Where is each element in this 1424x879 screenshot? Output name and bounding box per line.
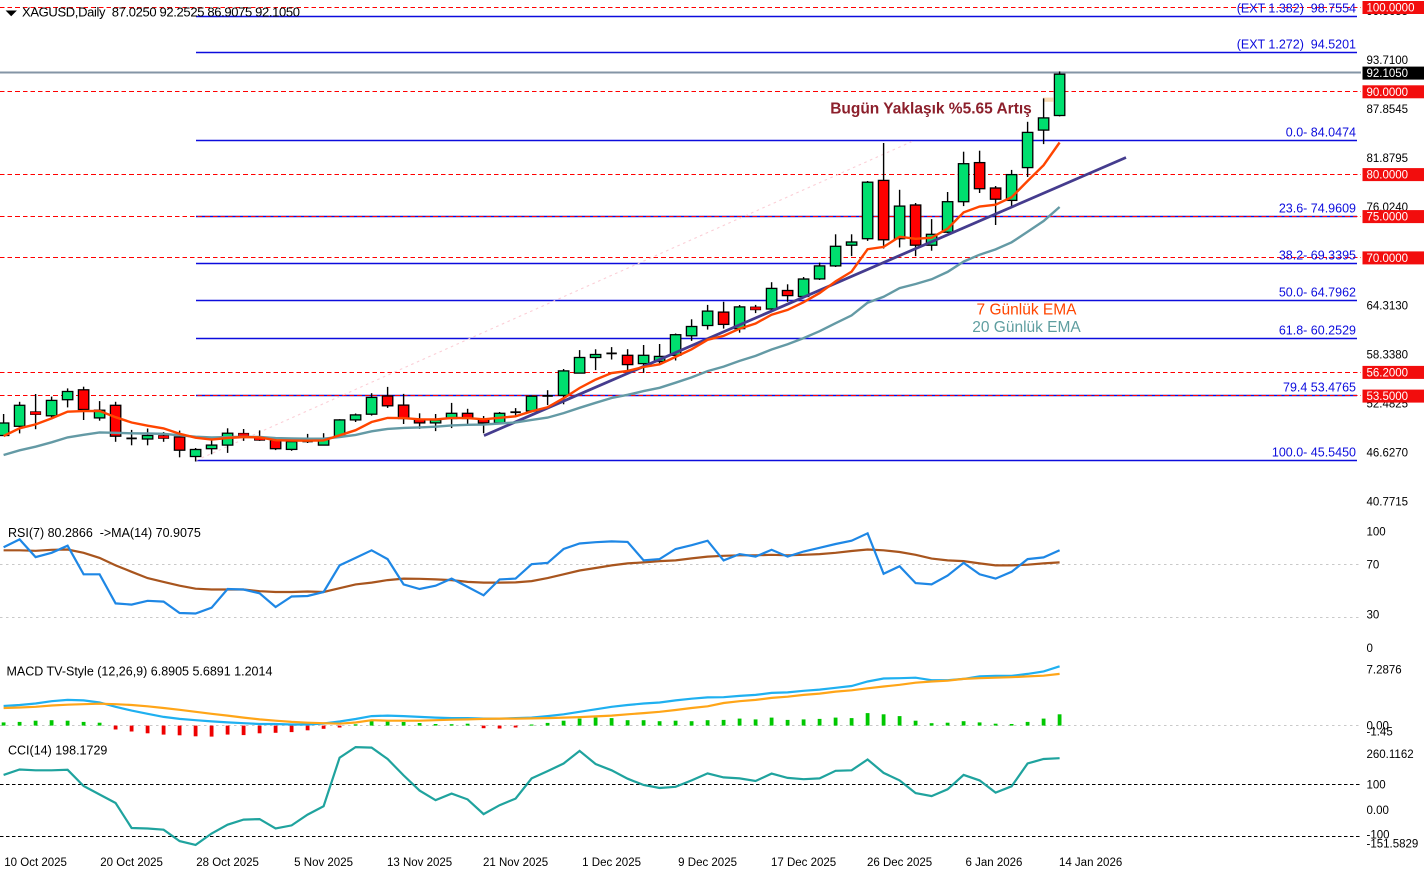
svg-text:50.0- 64.7962: 50.0- 64.7962 [1279,286,1356,300]
svg-text:81.8795: 81.8795 [1367,153,1409,165]
svg-text:CCI(14) 198.1729: CCI(14) 198.1729 [8,744,107,758]
svg-text:90.0000: 90.0000 [1367,87,1409,99]
svg-text:53.5000: 53.5000 [1367,391,1409,403]
svg-text:20 Oct 2025: 20 Oct 2025 [100,857,163,869]
svg-text:9 Dec 2025: 9 Dec 2025 [678,857,737,869]
svg-text:28 Oct 2025: 28 Oct 2025 [196,857,259,869]
svg-text:79.4 53.4765: 79.4 53.4765 [1283,381,1356,395]
svg-text:17 Dec 2025: 17 Dec 2025 [771,857,836,869]
svg-text:64.3130: 64.3130 [1367,301,1409,313]
svg-text:Bugün Yaklaşık %5.65 Artış: Bugün Yaklaşık %5.65 Artış [830,101,1032,118]
svg-text:40.7715: 40.7715 [1367,496,1409,508]
svg-text:1 Dec 2025: 1 Dec 2025 [582,857,641,869]
svg-text:58.3380: 58.3380 [1367,350,1409,362]
svg-text:(EXT 1.272) 94.5201: (EXT 1.272) 94.5201 [1237,38,1356,52]
svg-text:56.2000: 56.2000 [1367,367,1409,379]
svg-text:0: 0 [1367,643,1373,655]
svg-text:100: 100 [1367,526,1386,538]
svg-text:87.8545: 87.8545 [1367,104,1409,116]
svg-text:10 Oct 2025: 10 Oct 2025 [4,857,67,869]
svg-text:XAGUSD,Daily 87.0250 92.2525: XAGUSD,Daily 87.0250 92.2525 86.9075 92.… [22,5,300,20]
svg-text:7.2876: 7.2876 [1367,665,1402,677]
svg-text:100.0- 45.5450: 100.0- 45.5450 [1272,446,1356,460]
svg-text:100.0000: 100.0000 [1367,3,1415,15]
svg-text:80.0000: 80.0000 [1367,170,1409,182]
svg-text:61.8- 60.2529: 61.8- 60.2529 [1279,324,1356,338]
svg-text:23.6- 74.9609: 23.6- 74.9609 [1279,202,1356,216]
svg-text:20 Günlük EMA: 20 Günlük EMA [972,319,1081,336]
svg-text:30: 30 [1367,610,1380,622]
svg-text:5 Nov 2025: 5 Nov 2025 [294,857,353,869]
svg-text:75.0000: 75.0000 [1367,212,1409,224]
svg-text:13 Nov 2025: 13 Nov 2025 [387,857,452,869]
svg-text:14 Jan 2026: 14 Jan 2026 [1059,857,1122,869]
svg-text:0.00: 0.00 [1367,805,1389,817]
svg-text:93.7100: 93.7100 [1367,55,1409,67]
svg-text:21 Nov 2025: 21 Nov 2025 [483,857,548,869]
svg-text:46.6270: 46.6270 [1367,447,1409,459]
svg-text:260.1162: 260.1162 [1367,749,1414,761]
svg-text:-100: -100 [1367,830,1390,842]
svg-text:70: 70 [1367,559,1380,571]
svg-text:RSI(7) 80.2866 ->MA(14) 70.90: RSI(7) 80.2866 ->MA(14) 70.9075 [8,526,201,540]
svg-text:6 Jan 2026: 6 Jan 2026 [966,857,1023,869]
svg-text:0.0- 84.0474: 0.0- 84.0474 [1286,126,1356,140]
svg-text:MACD TV-Style (12,26,9) 6.8905: MACD TV-Style (12,26,9) 6.8905 5.6891 1.… [7,665,273,679]
svg-text:26 Dec 2025: 26 Dec 2025 [867,857,932,869]
svg-text:70.0000: 70.0000 [1367,253,1409,265]
svg-text:100: 100 [1367,779,1386,791]
svg-text:92.1050: 92.1050 [1367,68,1409,80]
svg-text:0.00: 0.00 [1367,720,1389,732]
svg-text:7 Günlük EMA: 7 Günlük EMA [977,302,1078,319]
svg-text:(EXT 1.382) 98.7554: (EXT 1.382) 98.7554 [1237,2,1356,16]
svg-text:38.2- 69.3395: 38.2- 69.3395 [1279,249,1356,263]
